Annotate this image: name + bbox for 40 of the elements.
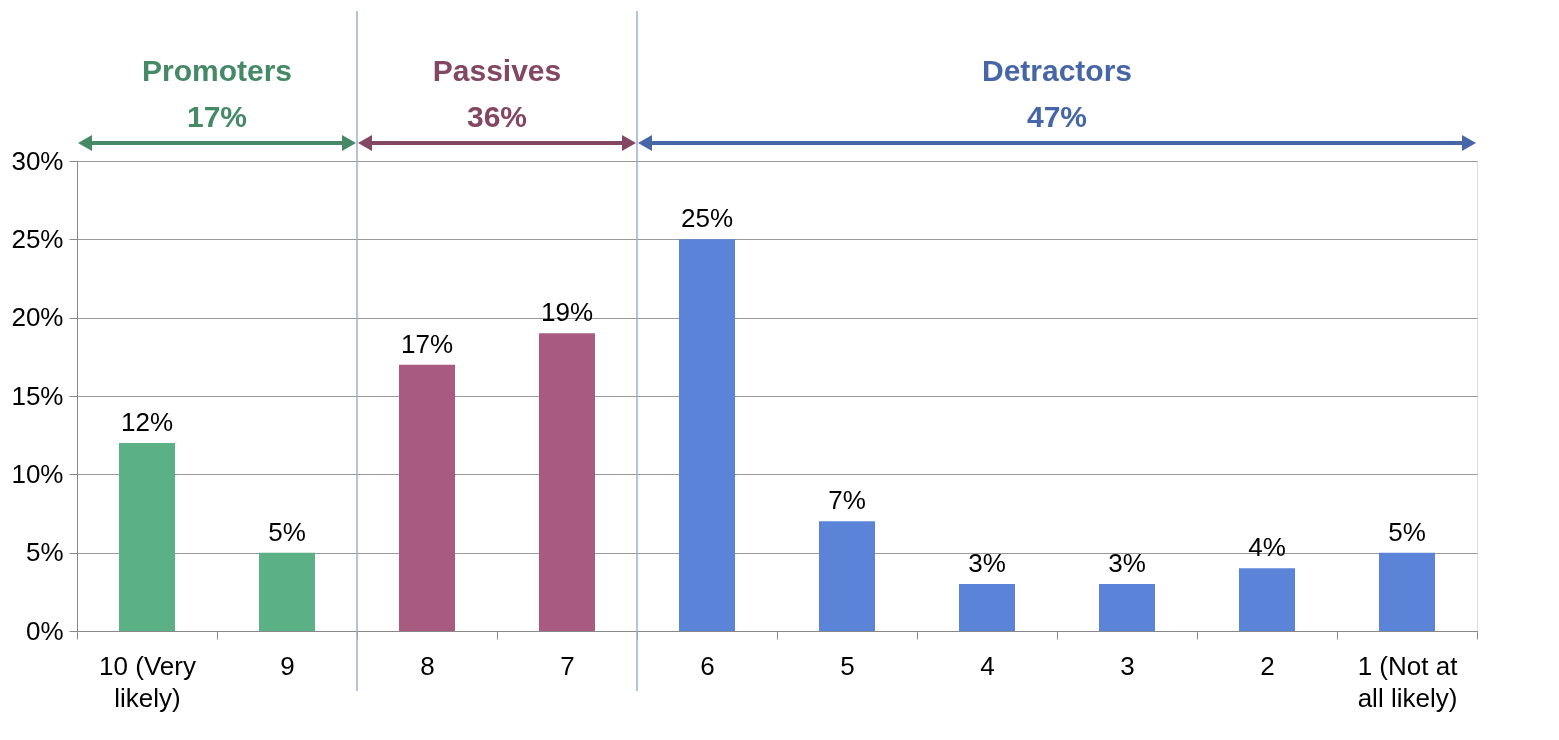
data-label: 5% [1388, 516, 1426, 547]
bar [119, 443, 175, 631]
bar [259, 552, 315, 631]
y-tick-label: 10% [11, 458, 64, 489]
x-tick-label: 10 (Very likely) [99, 650, 196, 713]
x-tick-label: 7 [560, 650, 575, 681]
text: Promoters 17% [141, 54, 293, 133]
bar [1379, 552, 1435, 631]
data-label: 3% [1108, 548, 1146, 578]
data-label: 17% [400, 328, 454, 359]
data-label: 4% [1248, 532, 1286, 563]
x-tick-label: 4 [980, 650, 995, 681]
text: Passives 36% [432, 54, 562, 133]
data-label: 7% [828, 485, 866, 516]
bar [1099, 584, 1155, 631]
data-label: 19% [540, 297, 594, 328]
x-tick-label: 9 [280, 650, 295, 681]
bar [819, 521, 875, 631]
x-tick-label: 2 [1260, 650, 1275, 681]
x-tick-label: 6 [700, 650, 715, 681]
data-label: 5% [268, 516, 306, 547]
x-tick-label: 3 [1120, 650, 1135, 681]
x-tick-label: 1 (Not at all likely) [1357, 650, 1459, 713]
data-label: 12% [120, 407, 174, 437]
y-tick-label: 0% [25, 615, 64, 646]
y-tick-label: 20% [11, 302, 64, 333]
data-label: 25% [680, 203, 734, 234]
bar [399, 364, 455, 631]
y-tick-label: 5% [25, 537, 64, 568]
y-tick-label: 15% [11, 380, 64, 411]
y-tick-label: 25% [11, 223, 64, 254]
text: Detractors 47% [981, 54, 1133, 133]
bar [679, 239, 735, 631]
bar [539, 333, 595, 631]
bar [959, 584, 1015, 631]
y-tick-label: 30% [11, 145, 64, 176]
data-label: 3% [968, 548, 1006, 578]
bar [1239, 568, 1295, 631]
x-tick-label: 8 [420, 650, 435, 681]
x-tick-label: 5 [840, 650, 855, 681]
